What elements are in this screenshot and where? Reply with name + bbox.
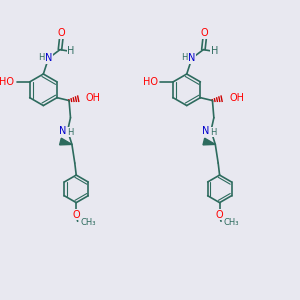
Text: O: O <box>72 210 80 220</box>
Text: HO: HO <box>143 77 158 87</box>
Text: H: H <box>181 53 188 62</box>
Polygon shape <box>60 138 72 145</box>
Text: N: N <box>202 126 210 136</box>
Text: N: N <box>45 53 52 63</box>
Text: H: H <box>67 128 73 136</box>
Text: H: H <box>211 46 218 56</box>
Text: N: N <box>59 126 66 136</box>
Text: H: H <box>38 53 44 62</box>
Text: CH₃: CH₃ <box>224 218 239 227</box>
Text: N: N <box>188 53 196 63</box>
Text: HO: HO <box>0 77 14 87</box>
Text: CH₃: CH₃ <box>80 218 96 227</box>
Text: OH: OH <box>229 93 244 103</box>
Text: O: O <box>216 210 224 220</box>
Text: O: O <box>201 28 208 38</box>
Text: OH: OH <box>86 93 101 103</box>
Polygon shape <box>203 138 215 145</box>
Text: H: H <box>210 128 217 136</box>
Text: O: O <box>58 28 65 38</box>
Text: H: H <box>67 46 75 56</box>
